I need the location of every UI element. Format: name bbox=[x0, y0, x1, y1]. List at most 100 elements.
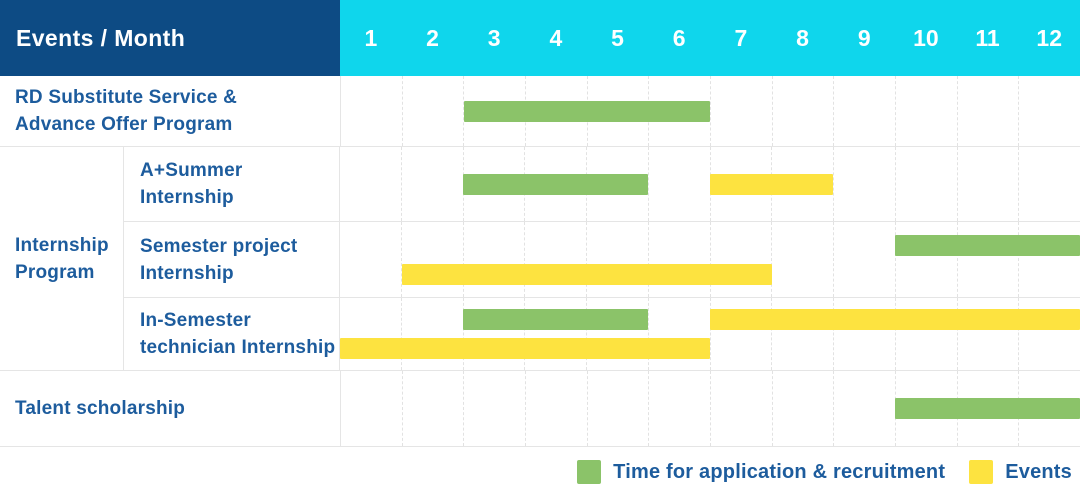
bar-lane bbox=[340, 338, 1080, 359]
row-label-line: In-Semester bbox=[140, 310, 251, 331]
bar-lane bbox=[341, 398, 1080, 419]
month-column bbox=[958, 147, 1020, 221]
row-talent-scholarship: Talent scholarship bbox=[0, 370, 1080, 446]
row-label-line: Semester project bbox=[140, 235, 298, 257]
month-header-6: 6 bbox=[672, 24, 686, 51]
events-month-header-label: Events / Month bbox=[0, 0, 340, 76]
month-column bbox=[587, 222, 649, 297]
section-internship-program: Internship Program A+Summer Internship Semes… bbox=[0, 146, 1080, 370]
month-header-10: 10 bbox=[913, 24, 939, 51]
row-semester-project-internship: Semester project Internship bbox=[124, 221, 1080, 297]
month-column bbox=[958, 298, 1020, 370]
month-header-7: 7 bbox=[734, 24, 748, 51]
row-label-line: Advance Offer Program bbox=[15, 114, 233, 135]
timeline-area bbox=[339, 298, 1080, 370]
month-column bbox=[341, 76, 403, 146]
month-column bbox=[526, 371, 588, 446]
month-grid bbox=[340, 222, 1080, 297]
month-column bbox=[587, 298, 649, 370]
month-column bbox=[834, 76, 897, 146]
event-bar bbox=[710, 173, 834, 195]
month-column bbox=[340, 147, 402, 221]
month-column bbox=[464, 222, 526, 297]
row-a-plus-summer-internship: A+Summer Internship bbox=[124, 147, 1080, 221]
row-label-line: Talent scholarship bbox=[15, 398, 186, 419]
month-column bbox=[525, 222, 587, 297]
row-label-line: A+Summer bbox=[140, 160, 243, 181]
month-header-2: 2 bbox=[426, 24, 439, 51]
bars bbox=[340, 298, 1080, 370]
recruitment-bar bbox=[463, 309, 649, 330]
legend-item-recruitment: Time for application & recruitment bbox=[577, 460, 945, 484]
month-column bbox=[834, 298, 896, 370]
month-column bbox=[773, 76, 835, 146]
month-header-9: 9 bbox=[857, 24, 871, 51]
month-column bbox=[711, 298, 773, 370]
table-header: Events / Month 1 2 3 4 5 6 7 8 9 10 11 12 bbox=[0, 0, 1080, 76]
table-body: RD Substitute Service & Advance Offer Pro… bbox=[0, 76, 1080, 447]
bar-lane bbox=[341, 100, 1080, 122]
month-column bbox=[341, 371, 403, 446]
month-column bbox=[402, 147, 464, 221]
month-header-3: 3 bbox=[487, 24, 501, 51]
month-column bbox=[896, 298, 958, 370]
timeline-area bbox=[339, 147, 1080, 221]
month-column bbox=[649, 371, 712, 446]
event-bar bbox=[340, 338, 710, 359]
legend-label-recruitment: Time for application & recruitment bbox=[613, 460, 946, 483]
month-column bbox=[403, 371, 465, 446]
month-column bbox=[711, 76, 773, 146]
row-label-line: technician Internship bbox=[140, 337, 336, 358]
row-label-a-plus-summer-internship: A+Summer Internship bbox=[124, 147, 339, 221]
row-label-talent-scholarship: Talent scholarship bbox=[0, 371, 340, 446]
row-label-line: Internship bbox=[140, 262, 234, 284]
legend-item-event: Events bbox=[969, 460, 1072, 484]
bars bbox=[340, 222, 1080, 297]
bar-lane bbox=[340, 263, 1080, 285]
month-column bbox=[834, 147, 896, 221]
bars bbox=[341, 76, 1080, 146]
month-column bbox=[340, 222, 402, 297]
month-column bbox=[340, 298, 402, 370]
month-column bbox=[402, 298, 464, 370]
month-column bbox=[587, 147, 649, 221]
row-label-in-semester-technician-internship: In-Semester technician Internship bbox=[124, 298, 339, 370]
event-bar bbox=[710, 309, 1080, 330]
events-month-table: Events / Month 1 2 3 4 5 6 7 8 9 10 11 12 RD Substi… bbox=[0, 0, 1080, 447]
legend: Time for application & recruitment Events bbox=[0, 447, 1080, 494]
month-column bbox=[772, 298, 834, 370]
sub-rows-internship-program: A+Summer Internship Semester project Intern… bbox=[124, 147, 1080, 370]
group-label-line: Internship bbox=[15, 234, 109, 256]
month-column bbox=[834, 222, 896, 297]
month-header-4: 4 bbox=[549, 24, 563, 51]
month-column bbox=[403, 76, 465, 146]
bars bbox=[340, 147, 1080, 221]
timeline-area bbox=[339, 222, 1080, 297]
month-header-12: 12 bbox=[1036, 24, 1063, 51]
month-column bbox=[525, 298, 587, 370]
month-column bbox=[588, 371, 650, 446]
event-swatch bbox=[969, 460, 994, 484]
month-header-8: 8 bbox=[796, 24, 809, 51]
month-column bbox=[649, 222, 711, 297]
month-column bbox=[711, 222, 773, 297]
month-column bbox=[772, 147, 834, 221]
row-label-line: RD Substitute Service & bbox=[15, 87, 238, 108]
month-column bbox=[958, 76, 1020, 146]
recruitment-bar bbox=[464, 100, 711, 122]
row-label-rd-substitute-service: RD Substitute Service & Advance Offer Pro… bbox=[0, 76, 340, 146]
row-rd-substitute-service: RD Substitute Service & Advance Offer Pro… bbox=[0, 76, 1080, 146]
month-header-1: 1 bbox=[364, 24, 378, 51]
row-in-semester-technician-internship: In-Semester technician Internship bbox=[124, 297, 1080, 370]
month-column bbox=[402, 222, 464, 297]
timeline-area bbox=[340, 371, 1080, 446]
group-label-line: Program bbox=[15, 261, 95, 283]
timeline-area bbox=[340, 76, 1080, 146]
group-label-internship-program: Internship Program bbox=[0, 147, 124, 370]
row-label-line: Internship bbox=[140, 187, 234, 208]
bars bbox=[341, 371, 1080, 446]
recruitment-swatch bbox=[577, 460, 602, 484]
bar-lane bbox=[340, 234, 1080, 256]
recruitment-bar bbox=[895, 234, 1080, 256]
